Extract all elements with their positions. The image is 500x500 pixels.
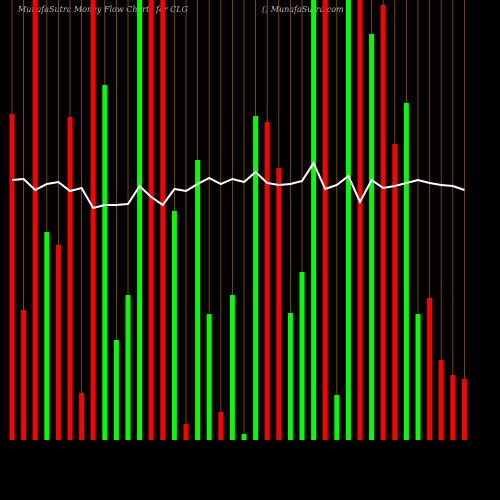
bar (345, 0, 351, 440)
bar (171, 211, 177, 440)
bar (392, 144, 398, 440)
bar (311, 0, 317, 440)
bar (195, 160, 201, 440)
bar (403, 103, 409, 440)
bar (102, 85, 108, 440)
bar (90, 0, 96, 440)
bar (55, 245, 61, 440)
bar (369, 34, 375, 440)
bar (32, 0, 38, 440)
bar (334, 395, 340, 440)
bar (241, 434, 247, 440)
bar (9, 114, 15, 440)
bar (229, 295, 235, 440)
bar (148, 0, 154, 440)
bar (322, 0, 328, 440)
bar (218, 412, 224, 440)
bar (264, 122, 270, 440)
bar (21, 310, 27, 440)
bar (276, 168, 282, 440)
bar (357, 0, 363, 440)
bar (450, 375, 456, 440)
bar (125, 295, 131, 440)
bar (461, 379, 467, 440)
bar (299, 272, 305, 440)
bar (427, 298, 433, 440)
chart-title: MunafaSutra Money Flow Charts for CLG (17, 5, 189, 14)
bar (160, 0, 166, 440)
bar (415, 314, 421, 440)
bar (79, 393, 85, 440)
bar (380, 5, 386, 440)
bar (287, 313, 293, 440)
bar (137, 0, 143, 440)
chart-subtitle: () MunafaSutra.com (262, 5, 344, 14)
bar (113, 340, 119, 440)
bar (67, 117, 73, 440)
bar (183, 424, 189, 440)
bar (253, 116, 259, 440)
bar (438, 360, 444, 440)
bar (206, 314, 212, 440)
bar (44, 232, 50, 440)
flow-line (11, 160, 465, 210)
